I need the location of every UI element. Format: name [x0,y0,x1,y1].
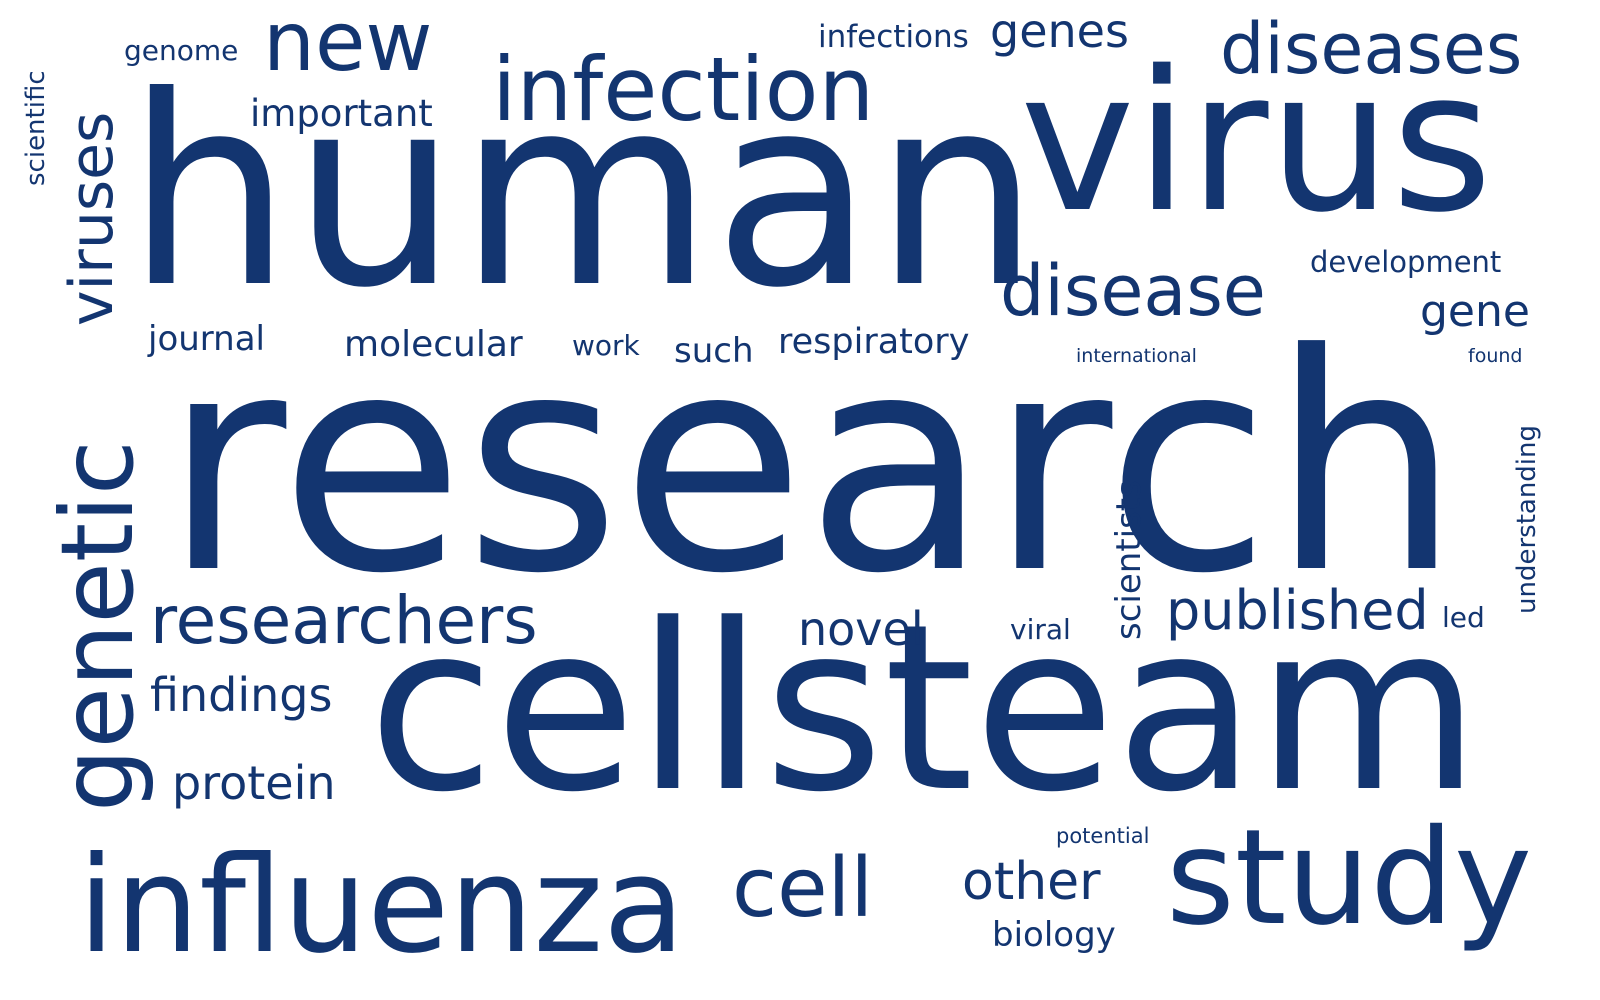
word-published: published [1166,579,1429,642]
word-virus: virus [1020,29,1493,255]
word-understanding: understanding [1512,424,1542,614]
word-development: development [1310,245,1502,279]
word-human: human [126,40,1040,345]
word-research: research [163,290,1461,639]
word-molecular: molecular [344,324,523,365]
word-found: found [1468,345,1523,367]
word-researchers: researchers [150,582,538,659]
word-novel: novel [798,602,924,656]
word-potential: potential [1056,824,1150,848]
word-cell: cell [732,841,874,936]
word-gene: gene [1420,286,1530,337]
word-study: study [1166,801,1533,955]
word-diseases: diseases [1220,8,1523,90]
word-scientific: scientific [21,70,51,186]
word-respiratory: respiratory [778,322,970,362]
word-cellsteam: cellsteam [368,576,1481,843]
word-genes: genes [990,4,1129,58]
word-other: other [962,852,1101,912]
word-genome: genome [124,34,239,67]
word-such: such [674,331,754,371]
word-infections: infections [818,19,969,55]
word-biology: biology [992,915,1116,955]
word-influenza: influenza [78,829,685,983]
word-scientists: scientists [1109,480,1149,640]
word-important: important [250,92,433,135]
word-journal: journal [148,319,266,359]
word-viruses: viruses [57,111,127,326]
word-work: work [572,329,640,362]
word-viral: viral [1010,613,1071,646]
word-disease: disease [1000,250,1266,332]
word-international: international [1076,345,1197,367]
word-protein: protein [172,756,336,810]
word-findings: findings [150,668,333,722]
word-genetic: genetic [39,440,156,812]
word-infection: infection [492,38,875,141]
word-new: new [263,0,433,90]
word-led: led [1442,601,1485,634]
